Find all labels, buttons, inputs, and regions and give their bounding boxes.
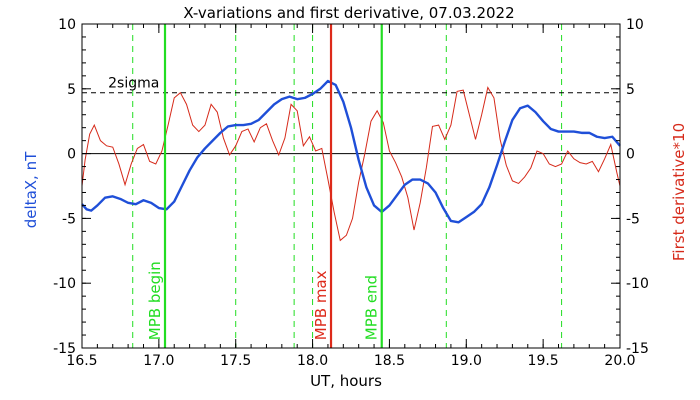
plot-area: 2sigma MPB begin MPB max MPB end 16.5 17.0 17.… [53, 17, 649, 369]
y-tick-label-right: -15 [626, 341, 649, 357]
event-label: MPB begin [146, 261, 164, 340]
plot-frame [81, 23, 621, 349]
x-axis-label: UT, hours [310, 372, 382, 390]
y-tick-label-right: 5 [626, 82, 635, 98]
y-tick-label-left: 5 [67, 82, 76, 98]
x-tick-label: 19.0 [451, 353, 482, 369]
y-tick-label-right: 0 [626, 147, 635, 163]
x-tick-label: 18.0 [297, 353, 328, 369]
x-tick-label: 19.5 [528, 353, 559, 369]
chart-title: X-variations and first derivative, 07.03… [183, 4, 514, 22]
y-axis-label-right: First derivative*10 [670, 123, 688, 261]
x-tick-label: 17.0 [143, 353, 174, 369]
y-tick-label-left: 10 [58, 17, 76, 33]
x-tick-label: 20.0 [604, 353, 635, 369]
y-tick-label-right: 10 [626, 17, 644, 33]
y-tick-label-right: -5 [626, 211, 640, 227]
threshold-label: 2sigma [108, 76, 159, 92]
y-axis-label-left: deltaX, nT [22, 151, 40, 228]
x-tick-label: 17.5 [220, 353, 251, 369]
y-tick-label-left: 0 [67, 147, 76, 163]
series-line-derivative [81, 86, 621, 242]
x-tick-label: 18.5 [374, 353, 405, 369]
y-tick-label-left: -10 [53, 276, 76, 292]
y-tick-label-right: -10 [626, 276, 649, 292]
x-tick-label: 16.5 [66, 353, 97, 369]
y-tick-label-left: -5 [62, 211, 76, 227]
event-label: MPB end [363, 275, 381, 340]
y-tick-label-left: -15 [53, 341, 76, 357]
event-label: MPB max [312, 270, 330, 340]
